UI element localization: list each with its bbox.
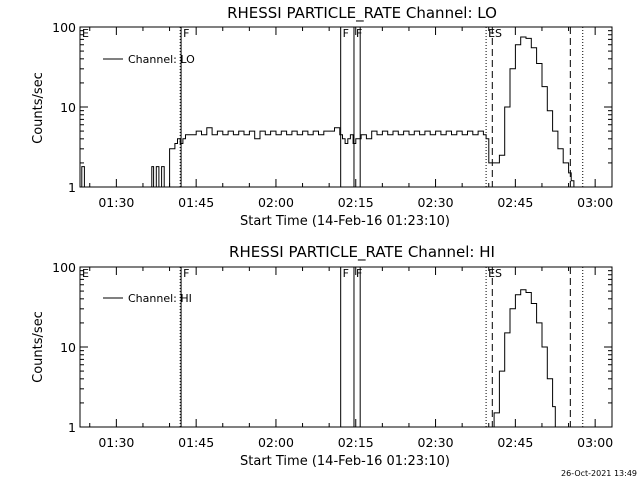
x-tick-label: 02:00 — [258, 195, 294, 210]
x-tick-label: 01:30 — [98, 435, 134, 450]
chart-panel-hi: RHESSI PARTICLE_RATE Channel: HI Counts/… — [31, 243, 613, 469]
y-tick-label: 100 — [52, 260, 76, 275]
x-tick-label: 02:30 — [418, 435, 454, 450]
marker-label: ES — [488, 27, 502, 40]
legend: Channel: HI — [103, 292, 192, 305]
x-tick-label: 02:00 — [258, 435, 294, 450]
x-tick-label: 02:30 — [418, 195, 454, 210]
legend: Channel: LO — [103, 53, 195, 66]
y-tick-label: 1 — [68, 180, 76, 195]
timestamp: 26-Oct-2021 13:49 — [561, 469, 637, 478]
legend-label: Channel: HI — [128, 292, 192, 305]
x-axis-label: Start Time (14-Feb-16 01:23:10) — [240, 214, 450, 229]
marker-label: F — [183, 267, 189, 280]
marker-label: F — [343, 267, 349, 280]
x-tick-label: 01:30 — [98, 195, 134, 210]
series-line — [491, 289, 556, 427]
y-axis-label: Counts/sec — [31, 311, 46, 383]
series-line — [80, 36, 575, 187]
marker-label: F — [183, 27, 189, 40]
y-tick-label: 10 — [60, 100, 76, 115]
chart-panel-lo: RHESSI PARTICLE_RATE Channel: LO Counts/… — [31, 4, 613, 229]
legend-label: Channel: LO — [128, 53, 195, 66]
x-tick-label: 02:45 — [497, 435, 533, 450]
marker-label: E — [82, 27, 89, 40]
x-tick-label: 01:45 — [178, 195, 214, 210]
chart-title: RHESSI PARTICLE_RATE Channel: LO — [227, 4, 497, 23]
y-tick-label: 10 — [60, 340, 76, 355]
plot-frame — [79, 266, 613, 428]
plot-frame — [79, 26, 613, 188]
chart-title: RHESSI PARTICLE_RATE Channel: HI — [229, 243, 495, 262]
x-tick-label: 01:45 — [178, 435, 214, 450]
marker-label: F — [356, 267, 362, 280]
y-axis-label: Counts/sec — [31, 72, 46, 144]
x-tick-label: 02:15 — [338, 435, 374, 450]
marker-label: F — [356, 27, 362, 40]
marker-label: ES — [488, 267, 502, 280]
marker-label: F — [343, 27, 349, 40]
x-tick-label: 02:45 — [497, 195, 533, 210]
y-tick-label: 1 — [68, 420, 76, 435]
marker-label: E — [82, 267, 89, 280]
y-tick-label: 100 — [52, 20, 76, 35]
x-tick-label: 02:15 — [338, 195, 374, 210]
x-axis-label: Start Time (14-Feb-16 01:23:10) — [240, 454, 450, 469]
x-tick-label: 03:00 — [577, 195, 613, 210]
x-tick-label: 03:00 — [577, 435, 613, 450]
